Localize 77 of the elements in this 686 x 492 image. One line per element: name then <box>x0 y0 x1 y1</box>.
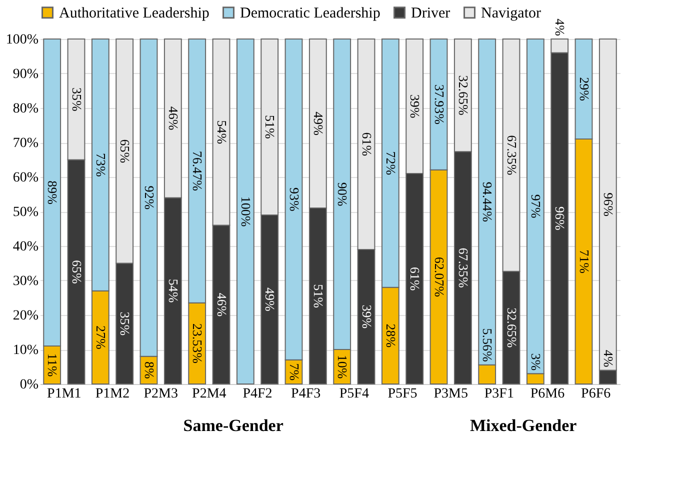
y-tick-label: 40% <box>12 240 39 254</box>
data-label: 28% <box>383 324 398 348</box>
data-label: 100% <box>238 196 254 227</box>
data-label: 11% <box>45 353 60 377</box>
data-label: 32.65% <box>456 75 471 116</box>
data-label: 7% <box>286 363 302 381</box>
data-label: 46% <box>214 292 230 317</box>
data-label: 49% <box>310 112 326 136</box>
data-label: 39% <box>359 304 374 329</box>
data-label: 71% <box>576 250 592 274</box>
data-label: 54% <box>214 120 230 144</box>
legend-label: Driver <box>411 6 450 22</box>
data-label: 35% <box>118 312 133 336</box>
data-label: 65% <box>118 139 133 164</box>
data-label: 93% <box>286 188 302 212</box>
legend-label: Authoritative Leadership <box>59 6 210 22</box>
data-label: 61% <box>408 266 423 291</box>
x-tick-label: P3F1 <box>484 386 514 402</box>
data-label: 37.93% <box>432 84 447 125</box>
data-label: 76.47% <box>190 150 206 192</box>
y-tick-label: 90% <box>12 67 39 82</box>
y-tick-label: 10% <box>12 343 39 358</box>
x-tick-label: P5F4 <box>339 386 369 402</box>
data-label: 72% <box>383 151 398 176</box>
data-label: 54% <box>166 278 181 303</box>
data-label: 10% <box>335 354 350 379</box>
data-label: 51% <box>262 115 278 140</box>
data-label: 65% <box>69 260 84 284</box>
data-label: 67.35% <box>456 248 471 288</box>
y-tick-label: 100% <box>6 32 39 48</box>
data-label: 4% <box>552 18 568 36</box>
data-label: 5.56% <box>480 328 496 362</box>
data-label: 61% <box>359 132 374 156</box>
data-label: 3% <box>528 353 544 371</box>
data-label: 94.44% <box>480 182 496 222</box>
data-label: 35% <box>69 87 84 112</box>
x-tick-label: P2M4 <box>192 386 226 402</box>
data-label: 67.35% <box>504 135 520 176</box>
y-tick-label: 50% <box>12 205 39 220</box>
data-label: 8% <box>142 362 157 380</box>
y-tick-label: 70% <box>12 136 39 151</box>
data-label: 29% <box>576 77 592 102</box>
data-label: 92% <box>142 186 157 210</box>
x-tick-label: P2M3 <box>144 386 178 402</box>
text: Same-Gender <box>183 416 284 435</box>
data-label: 97% <box>528 194 544 218</box>
legend-label: Democratic Leadership <box>240 6 380 22</box>
y-tick-label: 80% <box>12 102 39 116</box>
data-label: 39% <box>408 94 423 118</box>
data-label: 90% <box>335 182 350 206</box>
y-tick-label: 0% <box>20 378 39 392</box>
data-label: 73% <box>93 153 108 178</box>
data-label: 96% <box>600 192 616 217</box>
x-tick-label: P6M6 <box>530 386 565 402</box>
data-label: 89% <box>45 180 60 205</box>
x-tick-label: P3M5 <box>434 386 468 402</box>
y-tick-label: 30% <box>12 274 39 289</box>
x-tick-label: P6F6 <box>581 386 611 402</box>
data-label: 23.53% <box>190 323 206 364</box>
x-tick-label: P4F2 <box>242 386 272 402</box>
x-tick-label: P1M2 <box>95 386 130 402</box>
text: Mixed-Gender <box>470 416 578 435</box>
data-label: 32.65% <box>504 308 520 348</box>
legend-label: Navigator <box>481 6 541 22</box>
data-label: 46% <box>166 106 181 130</box>
data-label: 27% <box>93 326 108 350</box>
y-tick-label: 60% <box>12 170 39 186</box>
x-tick-label: P5F5 <box>388 386 418 402</box>
data-label: 51% <box>310 284 326 308</box>
y-tick-label: 20% <box>12 308 39 324</box>
x-tick-label: P1M1 <box>47 386 82 402</box>
data-label: 62.07% <box>432 256 447 298</box>
x-tick-label: P4F3 <box>291 386 321 402</box>
data-label: 96% <box>552 206 568 230</box>
data-label: 4% <box>600 350 616 368</box>
bar <box>236 38 254 384</box>
data-label: 49% <box>262 288 278 312</box>
